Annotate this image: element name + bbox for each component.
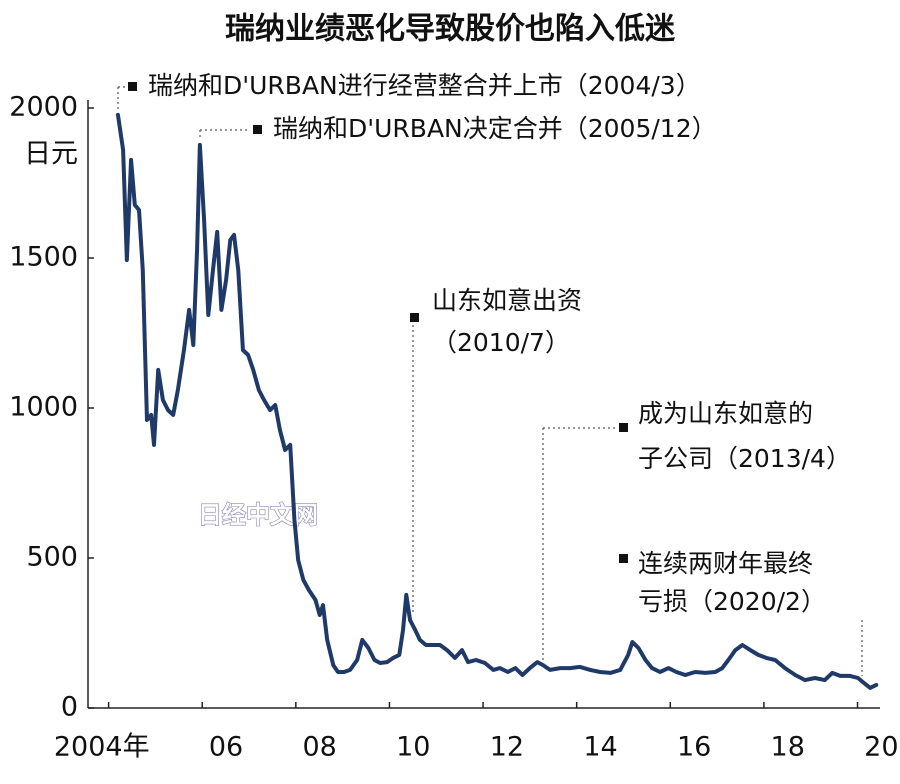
annotation: 瑞纳和D'URBAN决定合并（2005/12） xyxy=(273,114,717,143)
x-tick-label: 12 xyxy=(490,732,524,763)
watermark: 日经中文网 xyxy=(198,501,318,529)
y-tick-label: 0 xyxy=(61,692,78,723)
x-tick-label: 10 xyxy=(396,732,430,763)
bullet xyxy=(253,125,262,134)
x-tick-label: 14 xyxy=(583,732,617,763)
x-tick-label: 08 xyxy=(302,732,336,763)
x-tick-label: 06 xyxy=(209,732,243,763)
bullet xyxy=(128,82,137,91)
annotation: 亏损（2020/2） xyxy=(638,587,826,616)
annotation: 瑞纳和D'URBAN进行经营整合并上市（2004/3） xyxy=(148,71,701,100)
annotation: 子公司（2013/4） xyxy=(638,444,851,473)
y-tick-label: 1000 xyxy=(9,392,78,423)
leader-line xyxy=(542,427,615,660)
y-tick-label: 2000 xyxy=(9,92,78,123)
leader-line xyxy=(199,129,250,140)
x-tick-label: 2004年 xyxy=(54,732,150,763)
y-tick-label: 500 xyxy=(26,542,78,573)
chart-title: 瑞纳业绩恶化导致股价也陷入低迷 xyxy=(225,12,676,47)
y-unit: 日元 xyxy=(24,139,78,170)
x-tick-label: 16 xyxy=(677,732,711,763)
y-tick-label: 1500 xyxy=(9,242,78,273)
annotation: （2010/7） xyxy=(432,328,570,357)
leader-line xyxy=(117,86,126,112)
annotation: 成为山东如意的 xyxy=(638,399,813,428)
bullet xyxy=(619,423,628,432)
bullet xyxy=(410,313,419,322)
bullet xyxy=(619,554,628,563)
annotation: 山东如意出资 xyxy=(432,286,582,315)
x-tick-label: 18 xyxy=(771,732,805,763)
price-line xyxy=(115,112,879,690)
x-tick-label: 20 xyxy=(864,732,898,763)
annotation: 连续两财年最终 xyxy=(638,549,813,578)
